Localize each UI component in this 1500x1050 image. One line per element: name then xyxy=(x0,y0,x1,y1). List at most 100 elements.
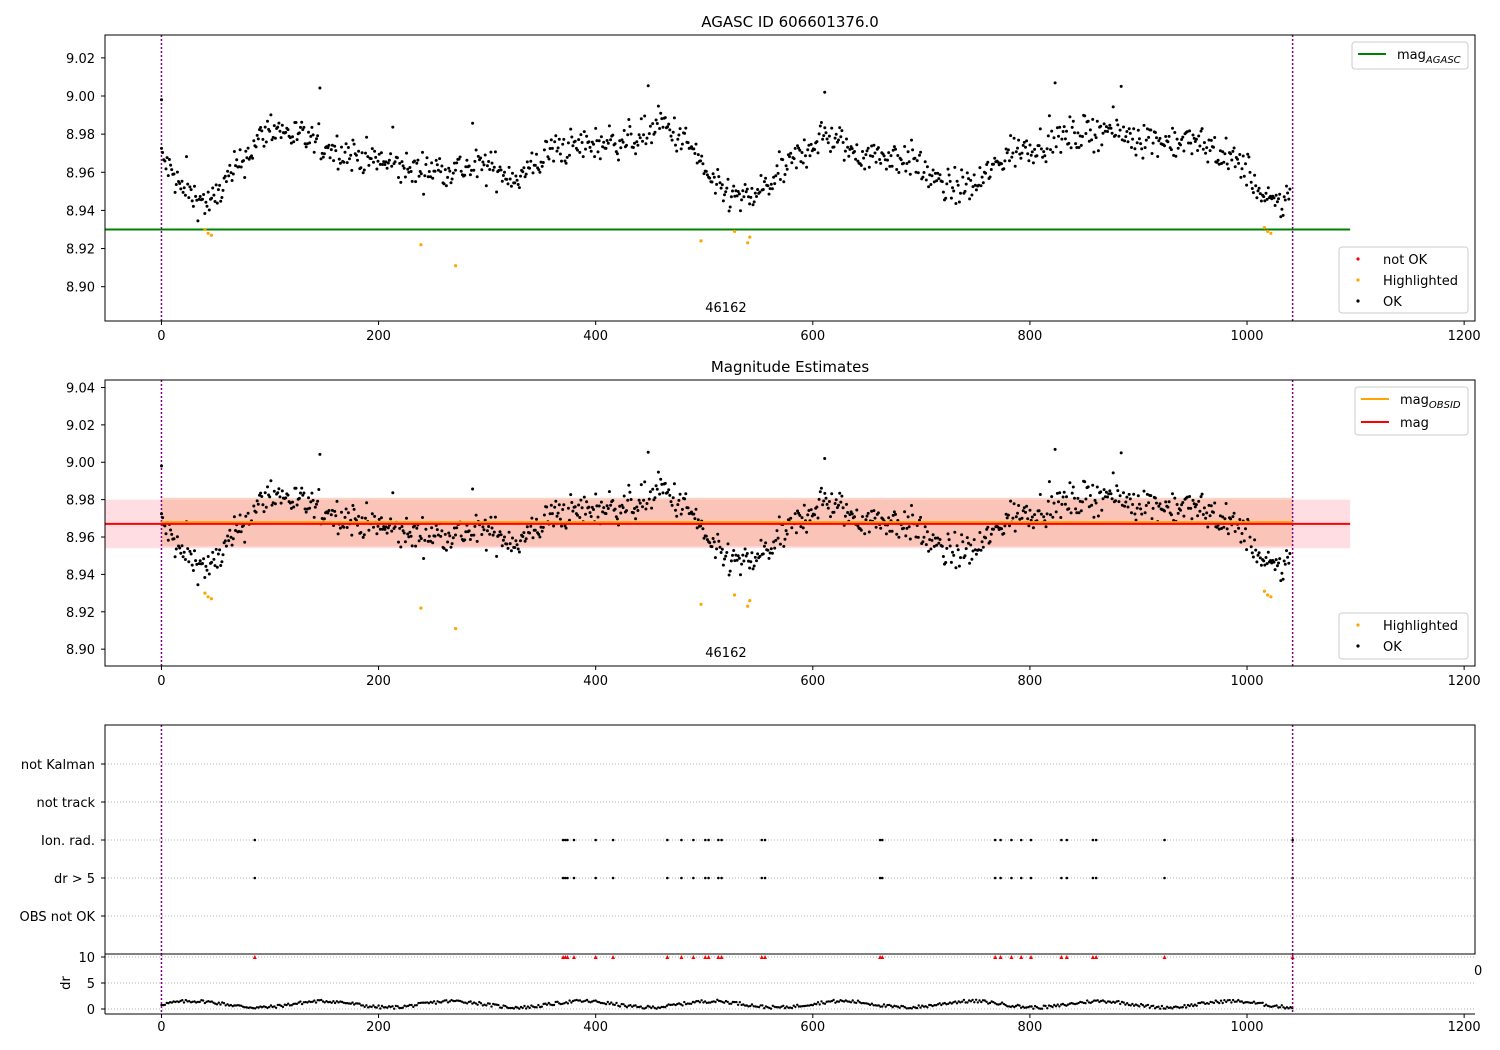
dr-point xyxy=(299,1000,302,1003)
ok-point xyxy=(1102,122,1106,126)
dr-point xyxy=(1249,1001,1252,1005)
ok-point xyxy=(263,491,267,495)
ok-point xyxy=(1204,151,1208,155)
dr-point xyxy=(594,999,597,1002)
ok-point xyxy=(270,503,274,507)
ok-point xyxy=(473,524,477,528)
ok-point xyxy=(660,117,664,121)
dr-point xyxy=(766,1006,769,1009)
x-tick-label: 600 xyxy=(800,674,825,689)
ok-point xyxy=(1075,511,1079,515)
ok-point xyxy=(1191,133,1195,137)
ok-point xyxy=(1030,515,1034,519)
ok-point xyxy=(170,532,174,536)
ok-point xyxy=(770,187,774,191)
ok-point xyxy=(476,154,480,158)
ok-point xyxy=(1039,512,1043,516)
ok-point xyxy=(1220,162,1223,165)
ok-point xyxy=(173,190,177,194)
ok-point xyxy=(254,510,258,514)
y-tick-label: 9.00 xyxy=(66,90,95,105)
ok-point xyxy=(587,140,591,144)
ok-point xyxy=(834,498,838,502)
ok-point xyxy=(953,530,957,534)
ok-point xyxy=(519,174,522,178)
ok-point xyxy=(530,516,534,520)
ok-point xyxy=(1117,134,1121,138)
ok-point xyxy=(1077,146,1081,149)
ok-point xyxy=(1026,152,1030,156)
ok-point xyxy=(166,538,170,542)
ok-point xyxy=(497,169,501,172)
dr-point xyxy=(549,1003,552,1006)
ok-point xyxy=(1253,538,1257,542)
ok-point xyxy=(422,192,426,196)
dr-point xyxy=(716,998,719,1001)
ok-point xyxy=(753,191,757,195)
ok-point xyxy=(598,157,602,161)
highlighted-point xyxy=(1269,595,1273,599)
ok-point xyxy=(1110,497,1114,501)
ok-point xyxy=(790,161,794,165)
ok-point xyxy=(501,174,505,177)
ok-point xyxy=(809,508,813,512)
ok-point xyxy=(620,138,624,142)
dr-point xyxy=(399,1006,403,1010)
ok-point xyxy=(674,143,677,147)
dr-point xyxy=(723,1001,726,1004)
dr-point xyxy=(1270,1005,1273,1009)
ok-point xyxy=(1256,553,1260,557)
ok-point xyxy=(933,536,937,540)
dr-point xyxy=(547,1001,550,1005)
dr-point xyxy=(1143,1005,1146,1008)
ok-point xyxy=(843,514,847,518)
highlighted-point xyxy=(1269,231,1273,235)
ok-point xyxy=(1108,489,1112,493)
ok-point xyxy=(636,143,640,147)
ok-point xyxy=(1006,513,1010,517)
flag-row-label: OBS not OK xyxy=(20,910,96,925)
highlighted-point xyxy=(209,597,213,601)
ok-point xyxy=(547,157,551,161)
ok-point xyxy=(824,131,828,135)
ok-point xyxy=(503,170,506,174)
dr-point xyxy=(683,1000,686,1004)
ok-point xyxy=(965,536,969,540)
dr-point xyxy=(360,1004,363,1007)
ok-point xyxy=(1149,494,1153,498)
y-tick-label: 10 xyxy=(78,951,95,966)
ok-point xyxy=(636,509,640,512)
ok-point xyxy=(269,113,273,117)
ok-point xyxy=(963,554,967,558)
ok-point xyxy=(601,145,605,149)
ok-point xyxy=(964,182,968,186)
ok-point xyxy=(584,147,587,151)
ok-point xyxy=(238,148,242,152)
ok-point xyxy=(212,557,216,561)
ok-point xyxy=(918,518,921,522)
ok-point xyxy=(704,534,708,538)
ok-point xyxy=(770,551,774,555)
ok-point xyxy=(451,536,455,540)
ok-point xyxy=(708,176,712,180)
ok-point xyxy=(654,118,658,122)
ok-point xyxy=(1016,511,1019,515)
dr-clipped-marker xyxy=(252,955,257,959)
highlighted-point xyxy=(206,231,210,235)
dr-point xyxy=(950,1002,953,1005)
ok-point xyxy=(899,158,903,162)
ok-point xyxy=(914,535,918,539)
y-tick-label: 9.02 xyxy=(66,419,95,434)
ok-point xyxy=(180,179,184,183)
ok-point xyxy=(696,153,700,157)
ok-point xyxy=(701,162,705,166)
dr-point xyxy=(314,1001,318,1004)
ok-point xyxy=(1191,498,1195,502)
dr-point xyxy=(756,1005,759,1008)
ok-point xyxy=(218,183,222,187)
ok-point xyxy=(370,512,374,516)
ok-point xyxy=(309,500,313,504)
dr-point xyxy=(1204,1002,1207,1006)
ok-point xyxy=(1095,485,1099,489)
ok-point xyxy=(1272,560,1276,564)
